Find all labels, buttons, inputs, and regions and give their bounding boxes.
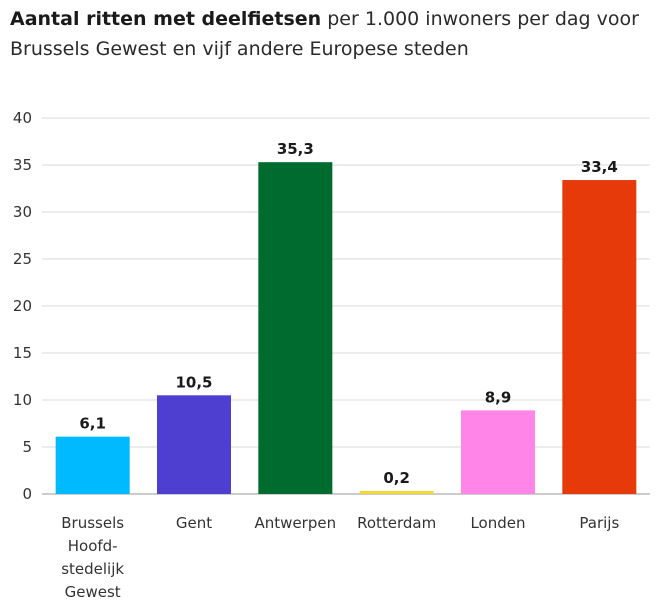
bar — [258, 162, 333, 494]
x-tick-label: Rotterdam — [357, 514, 436, 532]
data-label: 0,2 — [383, 469, 410, 487]
bar — [562, 180, 637, 495]
x-tick-label: Brussels — [61, 514, 124, 532]
bar — [157, 395, 231, 494]
x-tick-label: Hoofd- — [68, 537, 118, 555]
y-tick-label: 15 — [13, 344, 32, 362]
x-tick-label: Londen — [470, 514, 525, 532]
y-tick-label: 10 — [13, 391, 32, 409]
data-label: 35,3 — [277, 140, 314, 158]
y-tick-label: 20 — [13, 297, 32, 315]
chart-title-rest: per 1.000 inwoners per dag voor Brussels… — [10, 8, 639, 60]
x-tick-label: Antwerpen — [255, 514, 337, 532]
data-label: 33,4 — [581, 158, 618, 176]
y-tick-label: 25 — [13, 250, 32, 268]
x-tick-label: Gent — [176, 514, 212, 532]
x-tick-label: Parijs — [579, 514, 619, 532]
y-tick-label: 35 — [13, 156, 32, 174]
data-label: 10,5 — [175, 373, 212, 391]
chart-title-bold: Aantal ritten met deelfietsen — [10, 8, 322, 30]
x-tick-label: stedelijk — [61, 560, 124, 578]
x-tick-label: Gewest — [65, 583, 121, 601]
y-tick-label: 40 — [13, 109, 32, 127]
data-label: 6,1 — [79, 415, 106, 433]
y-tick-label: 0 — [22, 485, 32, 503]
chart-title: Aantal ritten met deelfietsen per 1.000 … — [10, 4, 660, 64]
y-tick-label: 30 — [13, 203, 32, 221]
bar — [461, 410, 535, 494]
data-label: 8,9 — [485, 388, 512, 406]
bar — [359, 491, 434, 494]
y-tick-label: 5 — [22, 438, 32, 456]
bar — [55, 436, 130, 494]
